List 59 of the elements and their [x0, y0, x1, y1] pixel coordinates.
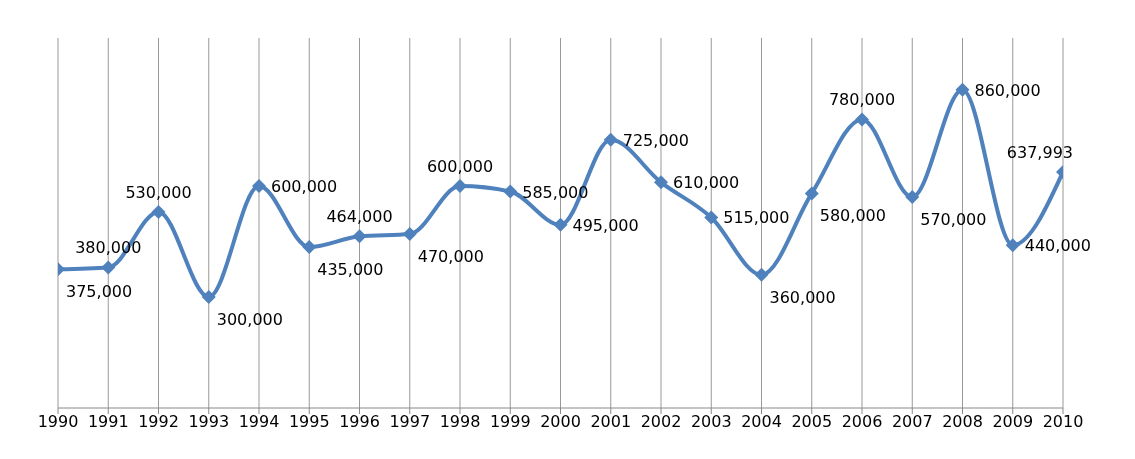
point — [603, 132, 618, 147]
x-tick-label: 2009 — [992, 412, 1034, 432]
data-label: 515,000 — [723, 208, 790, 228]
x-tick-label: 2002 — [640, 412, 682, 432]
x-tick-label: 2003 — [690, 412, 732, 432]
point — [905, 190, 920, 205]
point — [402, 227, 417, 242]
data-label: 360,000 — [769, 287, 836, 307]
data-label: 725,000 — [622, 130, 689, 150]
x-tick-label: 1993 — [188, 412, 230, 432]
x-tick-label: 2006 — [841, 412, 883, 432]
data-label: 780,000 — [828, 90, 896, 110]
point — [302, 240, 317, 255]
x-tick-label: 1991 — [87, 412, 129, 432]
point — [201, 290, 216, 304]
x-tick-label: 1997 — [389, 412, 431, 432]
point — [654, 175, 668, 190]
data-label: 600,000 — [426, 157, 494, 176]
x-tick-label: 2007 — [891, 412, 933, 432]
x-tick-label: 2005 — [791, 412, 833, 432]
point — [754, 267, 769, 282]
point — [955, 82, 970, 97]
point — [151, 204, 166, 219]
data-label: 375,000 — [66, 282, 133, 302]
point — [101, 260, 116, 275]
data-label: 440,000 — [1024, 236, 1091, 256]
point — [704, 210, 719, 225]
data-label: 495,000 — [572, 215, 639, 235]
x-tick-label: 2000 — [540, 412, 581, 432]
x-tick-label: 1990 — [37, 412, 79, 432]
point — [553, 217, 568, 232]
data-label: 435,000 — [317, 260, 384, 280]
data-label: 860,000 — [974, 80, 1041, 100]
x-tick-label: 2010 — [1042, 412, 1084, 432]
x-tick-label: 1998 — [439, 412, 481, 432]
data-label: 580,000 — [819, 206, 886, 226]
point — [352, 229, 367, 244]
data-label: 530,000 — [125, 182, 192, 202]
x-tick-label: 1994 — [238, 412, 280, 432]
x-tick-label: 1996 — [339, 412, 380, 432]
point — [804, 186, 819, 201]
point — [1005, 238, 1020, 253]
data-label: 600,000 — [271, 177, 338, 196]
data-label: 610,000 — [673, 173, 740, 193]
data-label: 464,000 — [326, 207, 393, 227]
point — [453, 179, 467, 193]
data-label: 300,000 — [216, 310, 283, 329]
x-tick-label: 2004 — [741, 412, 782, 432]
point — [252, 179, 266, 193]
data-label: 637,993 — [1006, 142, 1073, 162]
point — [855, 112, 869, 127]
x-tick-label: 1995 — [288, 412, 330, 432]
data-label: 470,000 — [417, 247, 484, 267]
x-tick-label: 1992 — [138, 412, 179, 432]
x-tick-label: 2001 — [590, 412, 632, 432]
x-tick-label: 2008 — [942, 412, 983, 432]
point — [503, 184, 518, 199]
x-tick-label: 1999 — [489, 412, 531, 432]
data-label: 570,000 — [920, 210, 987, 230]
